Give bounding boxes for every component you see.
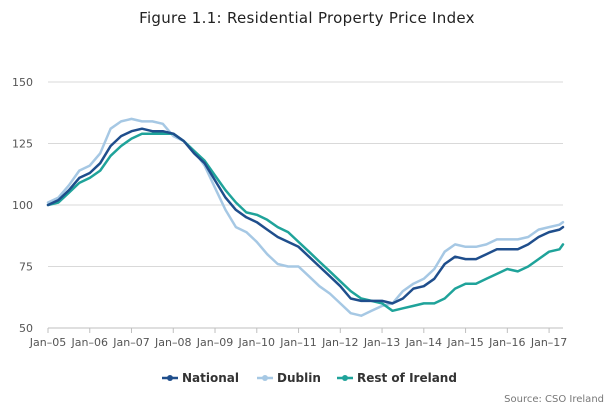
- gridlines: [48, 81, 563, 329]
- x-tick-label: Jan–15: [446, 336, 483, 349]
- x-tick-label: Jan–13: [363, 336, 400, 349]
- x-tick-label: Jan–14: [405, 336, 442, 349]
- legend-marker: [167, 375, 173, 381]
- x-tick-label: Jan–09: [196, 336, 233, 349]
- series-line-national: [46, 127, 565, 305]
- x-tick-label: Jan–08: [154, 336, 191, 349]
- legend-label: Dublin: [277, 371, 321, 385]
- y-tick-label: 125: [12, 138, 33, 151]
- y-tick-label: 75: [19, 261, 33, 274]
- legend-label: National: [182, 371, 239, 385]
- legend: National Dublin Rest of Ireland: [162, 371, 457, 385]
- plot-area: [46, 117, 565, 317]
- legend-marker: [262, 375, 268, 381]
- x-tick-label: Jan–12: [321, 336, 358, 349]
- legend-item-dublin: Dublin: [257, 371, 321, 385]
- y-tick-label: 150: [12, 76, 33, 89]
- source-note: Source: CSO Ireland: [504, 394, 604, 405]
- y-tick-label: 100: [12, 199, 33, 212]
- x-axis-ticks: Jan–05 Jan–06 Jan–07 Jan–08 Jan–09 Jan–10 Jan–…: [29, 328, 567, 349]
- x-tick-label: Jan–06: [71, 336, 108, 349]
- legend-marker: [342, 375, 348, 381]
- series-line-rest-of-ireland: [46, 132, 565, 313]
- legend-item-national: National: [162, 371, 239, 385]
- y-tick-label: 50: [19, 322, 33, 335]
- x-tick-label: Jan–05: [29, 336, 66, 349]
- x-tick-label: Jan–11: [279, 336, 316, 349]
- x-tick-label: Jan–10: [238, 336, 275, 349]
- x-tick-label: Jan–16: [488, 336, 525, 349]
- chart-title: Figure 1.1: Residential Property Price I…: [139, 9, 475, 27]
- legend-item-rest-of-ireland: Rest of Ireland: [337, 371, 457, 385]
- series-line-dublin: [46, 117, 565, 317]
- x-tick-label: Jan–17: [530, 336, 567, 349]
- legend-label: Rest of Ireland: [357, 371, 457, 385]
- x-tick-label: Jan–07: [112, 336, 149, 349]
- y-axis-ticks: 50 75 100 125 150: [12, 76, 33, 335]
